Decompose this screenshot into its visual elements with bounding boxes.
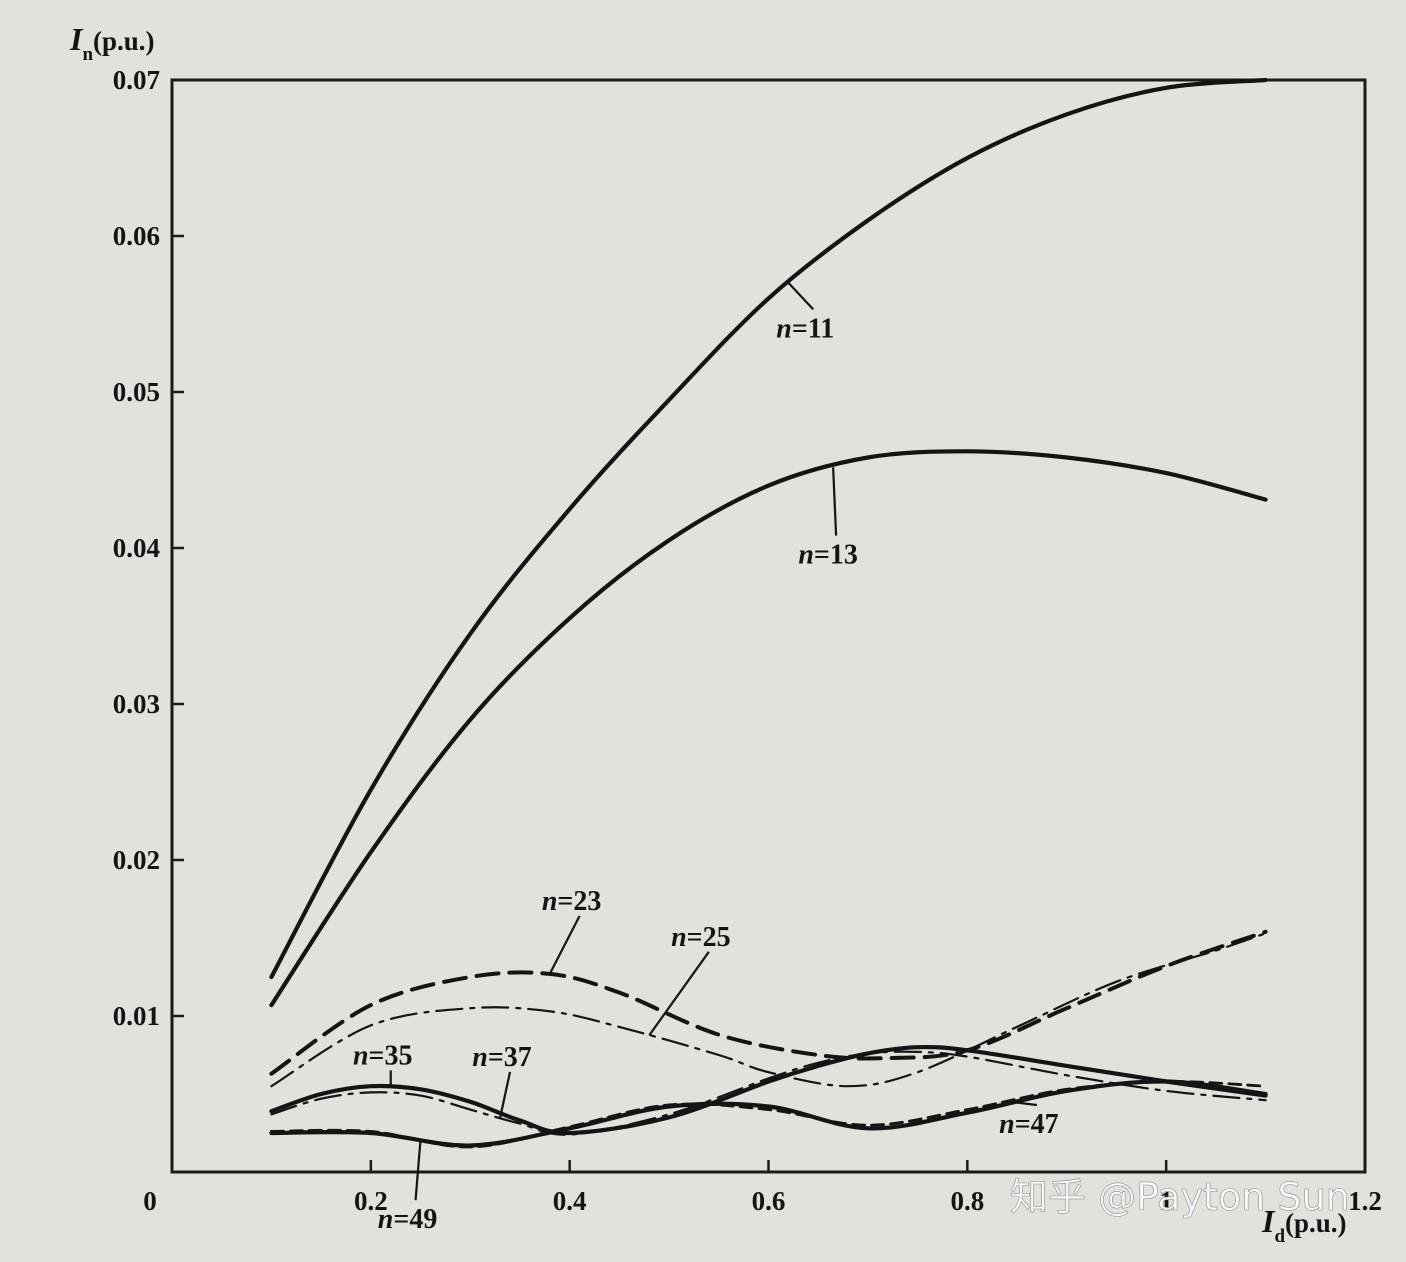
y-axis-subscript: n — [82, 44, 93, 65]
series-lines — [269, 77, 1268, 1149]
x-axis-title: Id(p.u.) — [1261, 1203, 1347, 1247]
y-axis-unit: (p.u.) — [93, 26, 155, 56]
x-tick-label-5: 1.2 — [1348, 1186, 1382, 1216]
leader-n-11 — [787, 282, 815, 311]
x-axis-subscript: d — [1274, 1226, 1285, 1247]
series-leaders — [389, 282, 1038, 1201]
ticks: 0.01 0.02 0.03 0.04 0.05 0.06 0.07 0.2 0.4 0.6 0.8… — [113, 65, 1382, 1216]
x-axis-symbol: I — [1261, 1203, 1276, 1239]
series-label-n-11: n=11 — [776, 313, 834, 344]
x-tick-label-0: 0.2 — [354, 1186, 388, 1216]
series-line-n-49 — [269, 1079, 1268, 1148]
x-tick-label-2: 0.6 — [752, 1186, 786, 1216]
watermark: 知乎 @Payton Sun — [1010, 1175, 1350, 1219]
leader-n-49 — [414, 1139, 422, 1201]
y-tick-label-0: 0.01 — [113, 1001, 160, 1031]
series-label-n-47: n=47 — [999, 1109, 1059, 1140]
series-line-n-37 — [270, 1050, 1267, 1136]
leader-n-23 — [548, 915, 581, 975]
y-axis-title: In(p.u.) — [69, 21, 155, 65]
x-tick-label-3: 0.8 — [950, 1186, 984, 1216]
x-tick-label-4: 1 — [1159, 1186, 1173, 1216]
series-line-n-11 — [269, 77, 1268, 980]
y-tick-label-6: 0.07 — [113, 65, 160, 95]
series-label-n-13: n=13 — [798, 540, 858, 571]
y-axis-symbol: I — [69, 21, 84, 57]
series-line-n-35 — [269, 1044, 1268, 1136]
leader-n-47 — [1006, 1100, 1038, 1107]
series-label-n-25: n=25 — [671, 922, 731, 953]
y-tick-label-1: 0.02 — [113, 845, 160, 875]
plot-frame — [170, 78, 1367, 1174]
series-line-n-23 — [269, 929, 1268, 1076]
leader-n-13 — [832, 467, 838, 536]
series-label-n-35: n=35 — [353, 1040, 413, 1071]
series-line-n-13 — [269, 449, 1268, 1008]
y-tick-label-3: 0.04 — [113, 533, 160, 563]
x-axis-unit: (p.u.) — [1285, 1208, 1347, 1238]
y-tick-label-2: 0.03 — [113, 689, 160, 719]
series-line-n-25 — [270, 932, 1267, 1088]
y-tick-label-5: 0.06 — [113, 221, 160, 251]
series-label-n-49: n=49 — [378, 1204, 438, 1235]
origin-label: 0 — [143, 1186, 157, 1216]
x-tick-label-1: 0.4 — [553, 1186, 587, 1216]
y-tick-label-4: 0.05 — [113, 377, 160, 407]
series-label-n-37: n=37 — [472, 1042, 532, 1073]
series-label-n-23: n=23 — [542, 886, 602, 917]
leader-n-25 — [648, 951, 710, 1036]
leader-n-37 — [498, 1071, 512, 1119]
series-labels: n=11 n=13 n=23 n=25 n=35 n=37 n=47 n=49 — [353, 313, 1059, 1235]
